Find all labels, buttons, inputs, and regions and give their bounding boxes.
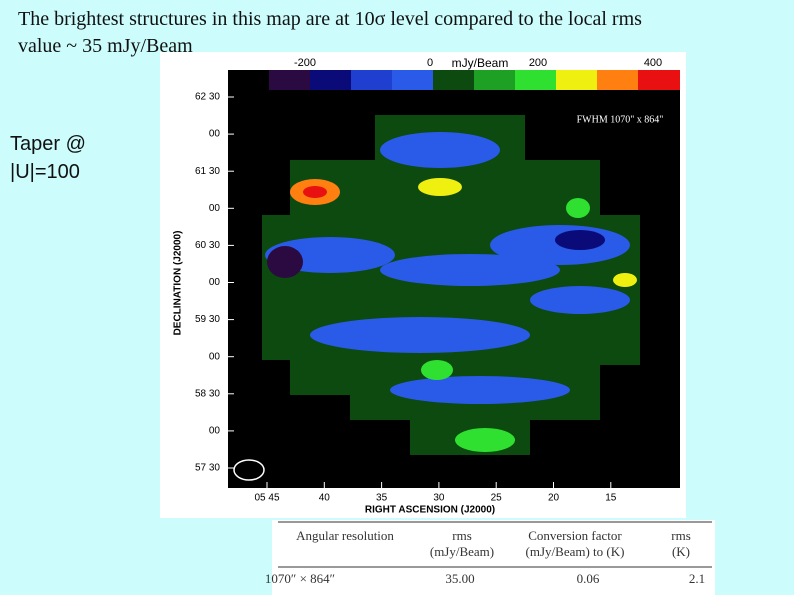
- y-tick-label: 62 30: [195, 92, 220, 103]
- map-blob: [566, 198, 590, 218]
- map-blob: [421, 360, 453, 380]
- map-blob: [310, 317, 530, 353]
- color-step: [433, 70, 474, 90]
- side-line: |U|=100: [10, 161, 80, 183]
- color-step: [269, 70, 310, 90]
- color-step: [597, 70, 638, 90]
- y-tick-label: 00: [209, 426, 221, 437]
- map-blob: [418, 178, 462, 196]
- map-blob: [613, 273, 637, 287]
- map-blob: [380, 132, 500, 168]
- map-blob: [530, 286, 630, 314]
- colorbar-unit: mJy/Beam: [452, 56, 509, 70]
- x-tick-label: 20: [548, 493, 560, 504]
- colorbar-label: 0: [427, 57, 433, 69]
- colorbar-label: 400: [644, 57, 662, 69]
- table-header: rms: [671, 528, 691, 543]
- title-line: value ~ 35 mJy/Beam: [18, 35, 193, 57]
- x-tick-label: 35: [376, 493, 388, 504]
- table-cell: 2.1: [689, 571, 705, 586]
- table-header: (K): [672, 544, 690, 559]
- color-step: [310, 70, 351, 90]
- x-tick-label: 15: [605, 493, 617, 504]
- y-tick-label: 57 30: [195, 463, 220, 474]
- y-tick-label: 00: [209, 129, 221, 140]
- y-tick-label: 60 30: [195, 240, 220, 251]
- map-blob: [380, 254, 560, 286]
- title: The brightest structures in this map are…: [18, 6, 642, 60]
- color-step: [638, 70, 680, 90]
- map-blob: [390, 376, 570, 404]
- y-tick-label: 00: [209, 351, 221, 362]
- table-header: rms: [452, 528, 472, 543]
- table-header: (mJy/Beam) to (K): [526, 544, 625, 559]
- y-tick-label: 00: [209, 277, 221, 288]
- table-cell: 0.06: [577, 571, 600, 586]
- y-axis: 62 30 00 61 30 00 60 30 00 59 30 00 58 30 00 57 30: [195, 92, 234, 474]
- title-line: The brightest structures in this map are…: [18, 8, 642, 30]
- table-header: Conversion factor: [528, 528, 622, 543]
- table: Angular resolution rms (mJy/Beam) Conver…: [265, 520, 715, 595]
- color-step: [351, 70, 392, 90]
- color-step: [228, 70, 269, 90]
- y-tick-label: 00: [209, 203, 221, 214]
- map-blob: [455, 428, 515, 452]
- colorbar-label: 200: [529, 57, 547, 69]
- side-note: Taper @ |U|=100: [10, 130, 86, 186]
- map-blob: [303, 186, 327, 198]
- color-step: [515, 70, 556, 90]
- side-line: Taper @: [10, 133, 86, 155]
- table-cell: 1070″ × 864″: [265, 571, 335, 586]
- y-tick-label: 58 30: [195, 388, 220, 399]
- map-blob: [555, 230, 605, 250]
- table-cell: 35.00: [445, 571, 474, 586]
- colorbar-label: -200: [294, 57, 316, 69]
- y-axis-label: DECLINATION (J2000): [173, 231, 184, 336]
- x-tick-label: 25: [491, 493, 503, 504]
- color-step: [392, 70, 433, 90]
- annotation: FWHM 1070" x 864": [577, 114, 664, 125]
- color-step: [556, 70, 597, 90]
- color-step: [474, 70, 515, 90]
- x-tick-label: 40: [319, 493, 331, 504]
- x-axis: 05 45 40 35 30 25 20 15: [254, 482, 617, 504]
- beam: [233, 459, 265, 481]
- x-tick-label: 30: [433, 493, 445, 504]
- table-background: [272, 520, 715, 595]
- table-header: (mJy/Beam): [430, 544, 494, 559]
- table-header: Angular resolution: [296, 528, 394, 543]
- map: FWHM 1070" x 864": [228, 90, 680, 488]
- map-blob: [267, 246, 303, 278]
- y-tick-label: 59 30: [195, 314, 220, 325]
- y-tick-label: 61 30: [195, 166, 220, 177]
- colorbar: -200 0 mJy/Beam 200 400: [228, 56, 680, 90]
- x-axis-label: RIGHT ASCENSION (J2000): [365, 505, 495, 516]
- x-tick-label: 05 45: [254, 493, 279, 504]
